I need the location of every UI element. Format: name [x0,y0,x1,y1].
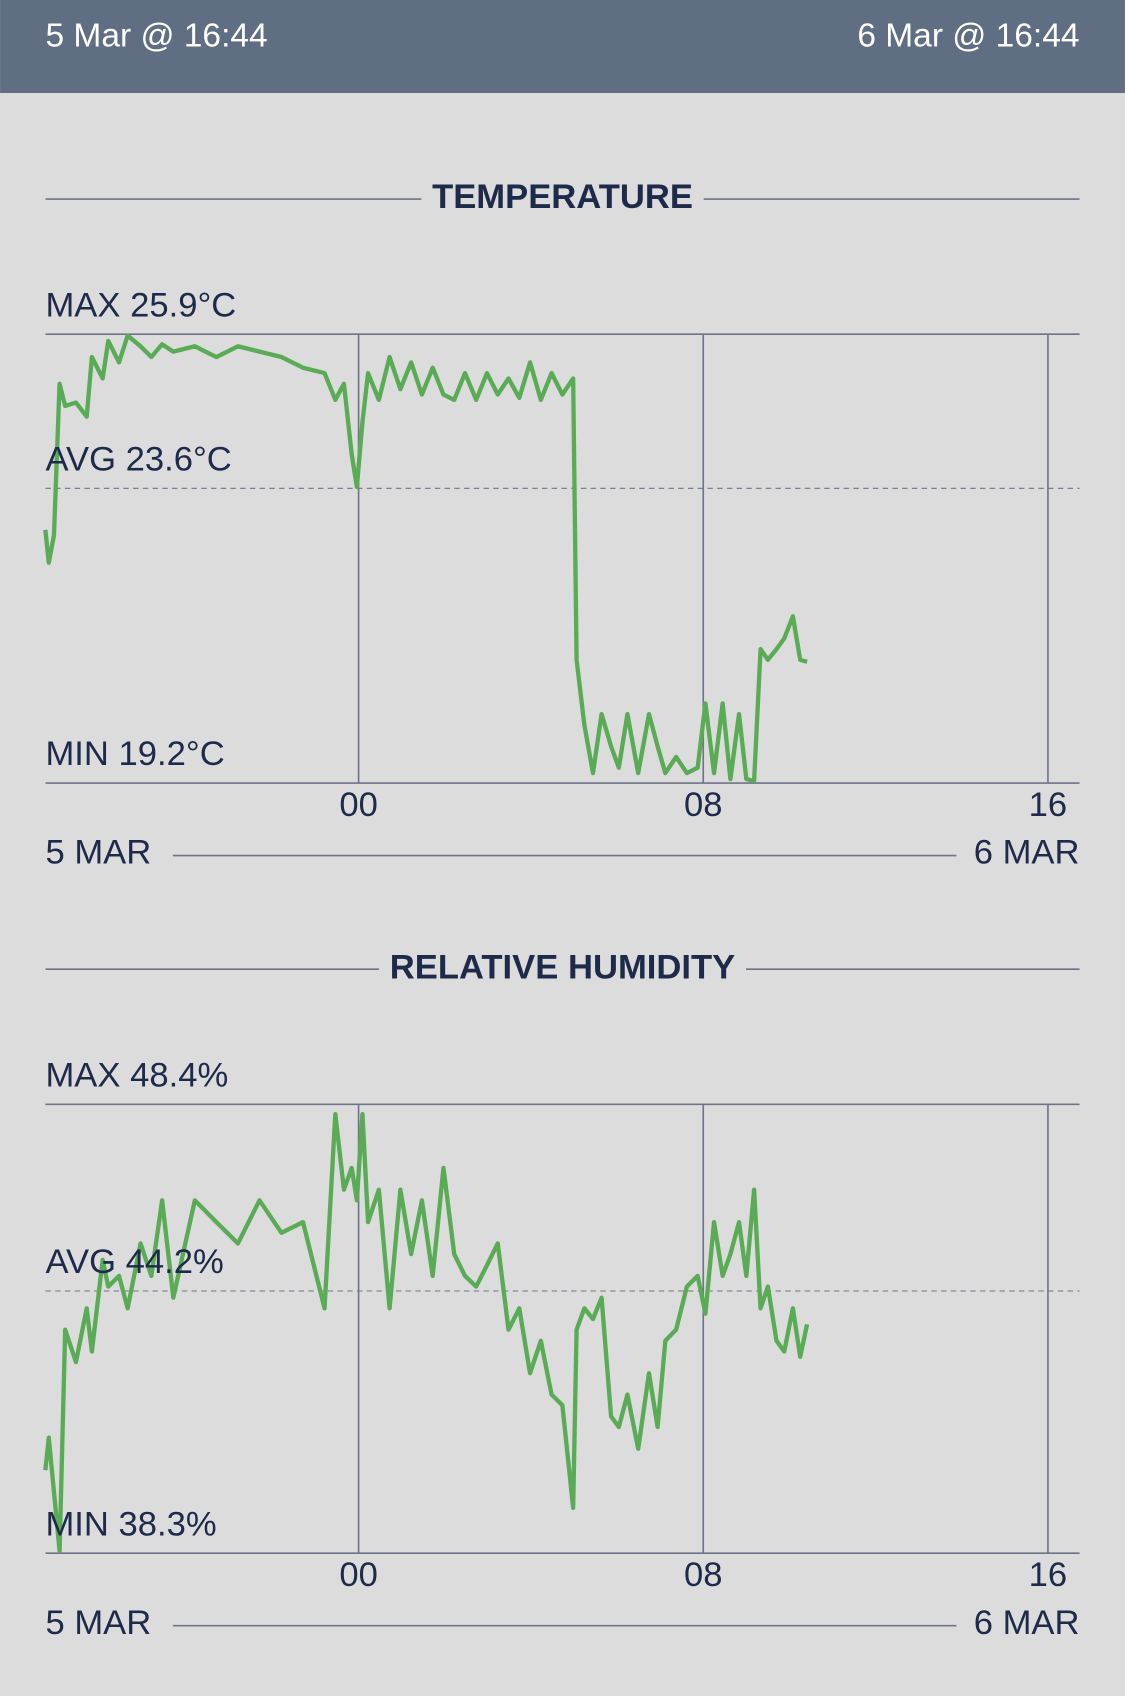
y-tick-label: MIN 38.3% [45,1505,216,1543]
x-tick-label: 08 [684,1556,723,1594]
header-bar [0,0,1125,94]
data-line [43,333,808,784]
x-tick-label: 16 [1029,1556,1068,1594]
x-tick-label: 00 [339,786,378,824]
x-tick-label: 16 [1029,786,1068,824]
data-line [43,1111,810,1554]
range-end: 6 Mar @ 16:44 [857,18,1079,55]
section-title: TEMPERATURE [432,178,693,216]
section-title: RELATIVE HUMIDITY [390,948,735,986]
start-date: 5 MAR [45,1604,151,1642]
y-tick-label: AVG 23.6°C [45,440,231,478]
range-start: 5 Mar @ 16:44 [45,18,267,55]
end-date: 6 MAR [974,834,1080,872]
y-tick-label: MIN 19.2°C [45,735,224,773]
y-tick-label: MAX 48.4% [45,1056,228,1094]
end-date: 6 MAR [974,1604,1080,1642]
start-date: 5 MAR [45,834,151,872]
y-tick-label: AVG 44.2% [45,1243,223,1281]
x-tick-label: 08 [684,786,723,824]
y-tick-label: MAX 25.9°C [45,286,236,324]
x-tick-label: 00 [339,1556,378,1594]
